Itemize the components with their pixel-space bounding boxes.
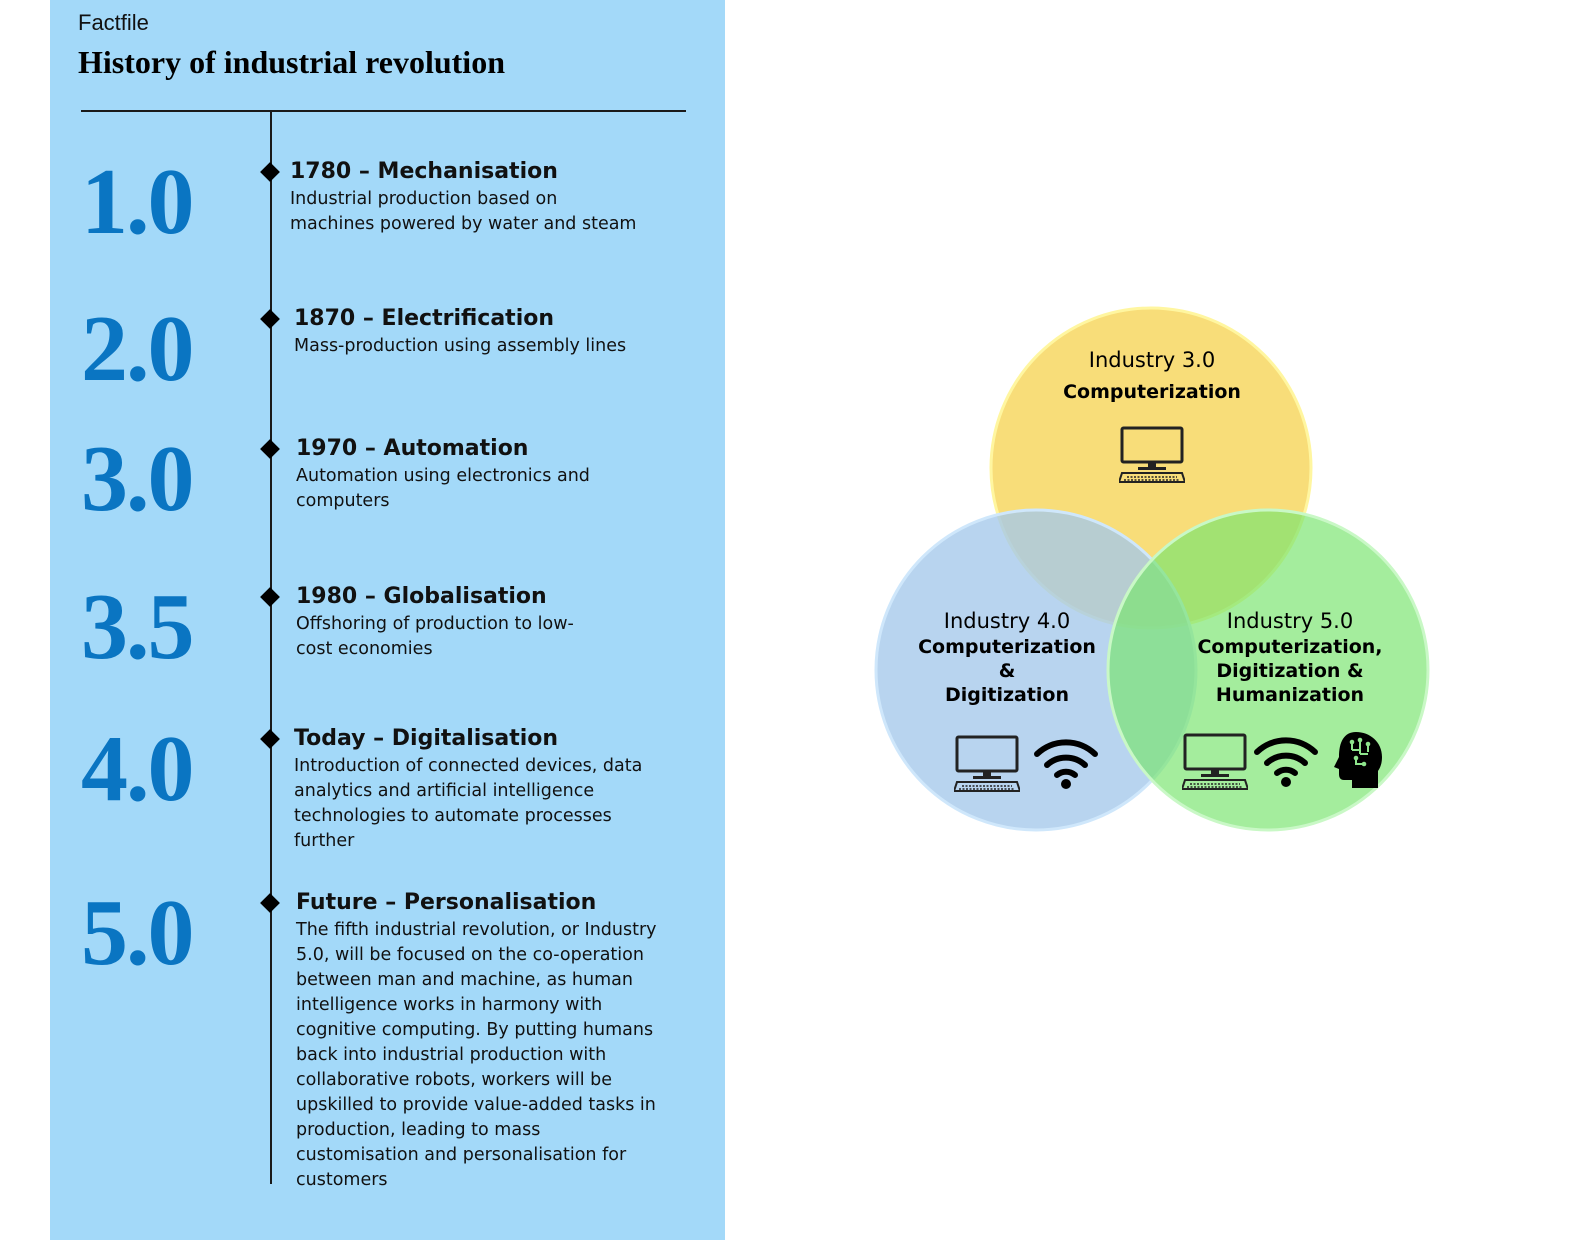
era-heading: Today – Digitalisation: [294, 726, 559, 751]
title-divider: [81, 110, 686, 112]
industry-5-caption-line: Digitization &: [1216, 660, 1364, 682]
era-number: 2.0: [81, 297, 194, 401]
industry-5-caption-line: Humanization: [1215, 684, 1365, 706]
industry-venn-diagram: Industry 3.0 Computerization Industry 4.…: [870, 300, 1450, 860]
industry-3-caption: Computerization: [1063, 381, 1241, 403]
era-number: 4.0: [81, 717, 194, 821]
industry-4-caption-line: Computerization: [918, 636, 1096, 658]
era-description: Industrial production based on machines …: [290, 189, 637, 234]
era-number: 3.0: [81, 427, 194, 531]
industry-5-title: Industry 5.0: [1226, 609, 1354, 633]
era-number: 3.5: [81, 575, 194, 679]
factfile-kicker: Factfile: [78, 10, 149, 35]
era-description: Introduction of connected devices, data …: [294, 756, 643, 851]
page-title: History of industrial revolution: [78, 44, 505, 80]
era-description: The fifth industrial revolution, or Indu…: [296, 920, 657, 1190]
era-description: Offshoring of production to low-cost eco…: [296, 614, 574, 659]
era-number: 1.0: [81, 150, 194, 254]
timeline-marker: [260, 162, 280, 182]
era-description: Automation using electronics and compute…: [296, 466, 590, 511]
venn-circles: [874, 306, 1430, 832]
timeline-marker: [260, 439, 280, 459]
industry-3-title: Industry 3.0: [1088, 348, 1216, 372]
industry-4-title: Industry 4.0: [943, 609, 1071, 633]
industry-5-label: Industry 5.0 Computerization, Digitizati…: [1188, 607, 1392, 707]
timeline-marker: [260, 729, 280, 749]
era-heading: Future – Personalisation: [296, 890, 597, 915]
era-number: 5.0: [81, 881, 194, 985]
industry-4-caption-line: &: [998, 660, 1016, 682]
timeline-marker: [260, 893, 280, 913]
timeline-line: [270, 111, 272, 1184]
industry-3-label: Industry 3.0 Computerization: [1040, 346, 1264, 404]
industry-4-label: Industry 4.0 Computerization & Digitizat…: [906, 607, 1108, 707]
era-heading: 1980 – Globalisation: [296, 584, 547, 609]
factfile-panel: Factfile History of industrial revolutio…: [50, 0, 725, 1240]
timeline-marker: [260, 309, 280, 329]
timeline-marker: [260, 587, 280, 607]
era-heading: 1970 – Automation: [296, 436, 529, 461]
era-heading: 1780 – Mechanisation: [290, 159, 558, 184]
era-description: Mass-production using assembly lines: [294, 336, 627, 356]
industry-4-caption-line: Digitization: [944, 684, 1070, 706]
era-heading: 1870 – Electrification: [294, 306, 555, 331]
industry-5-caption-line: Computerization,: [1197, 636, 1383, 658]
